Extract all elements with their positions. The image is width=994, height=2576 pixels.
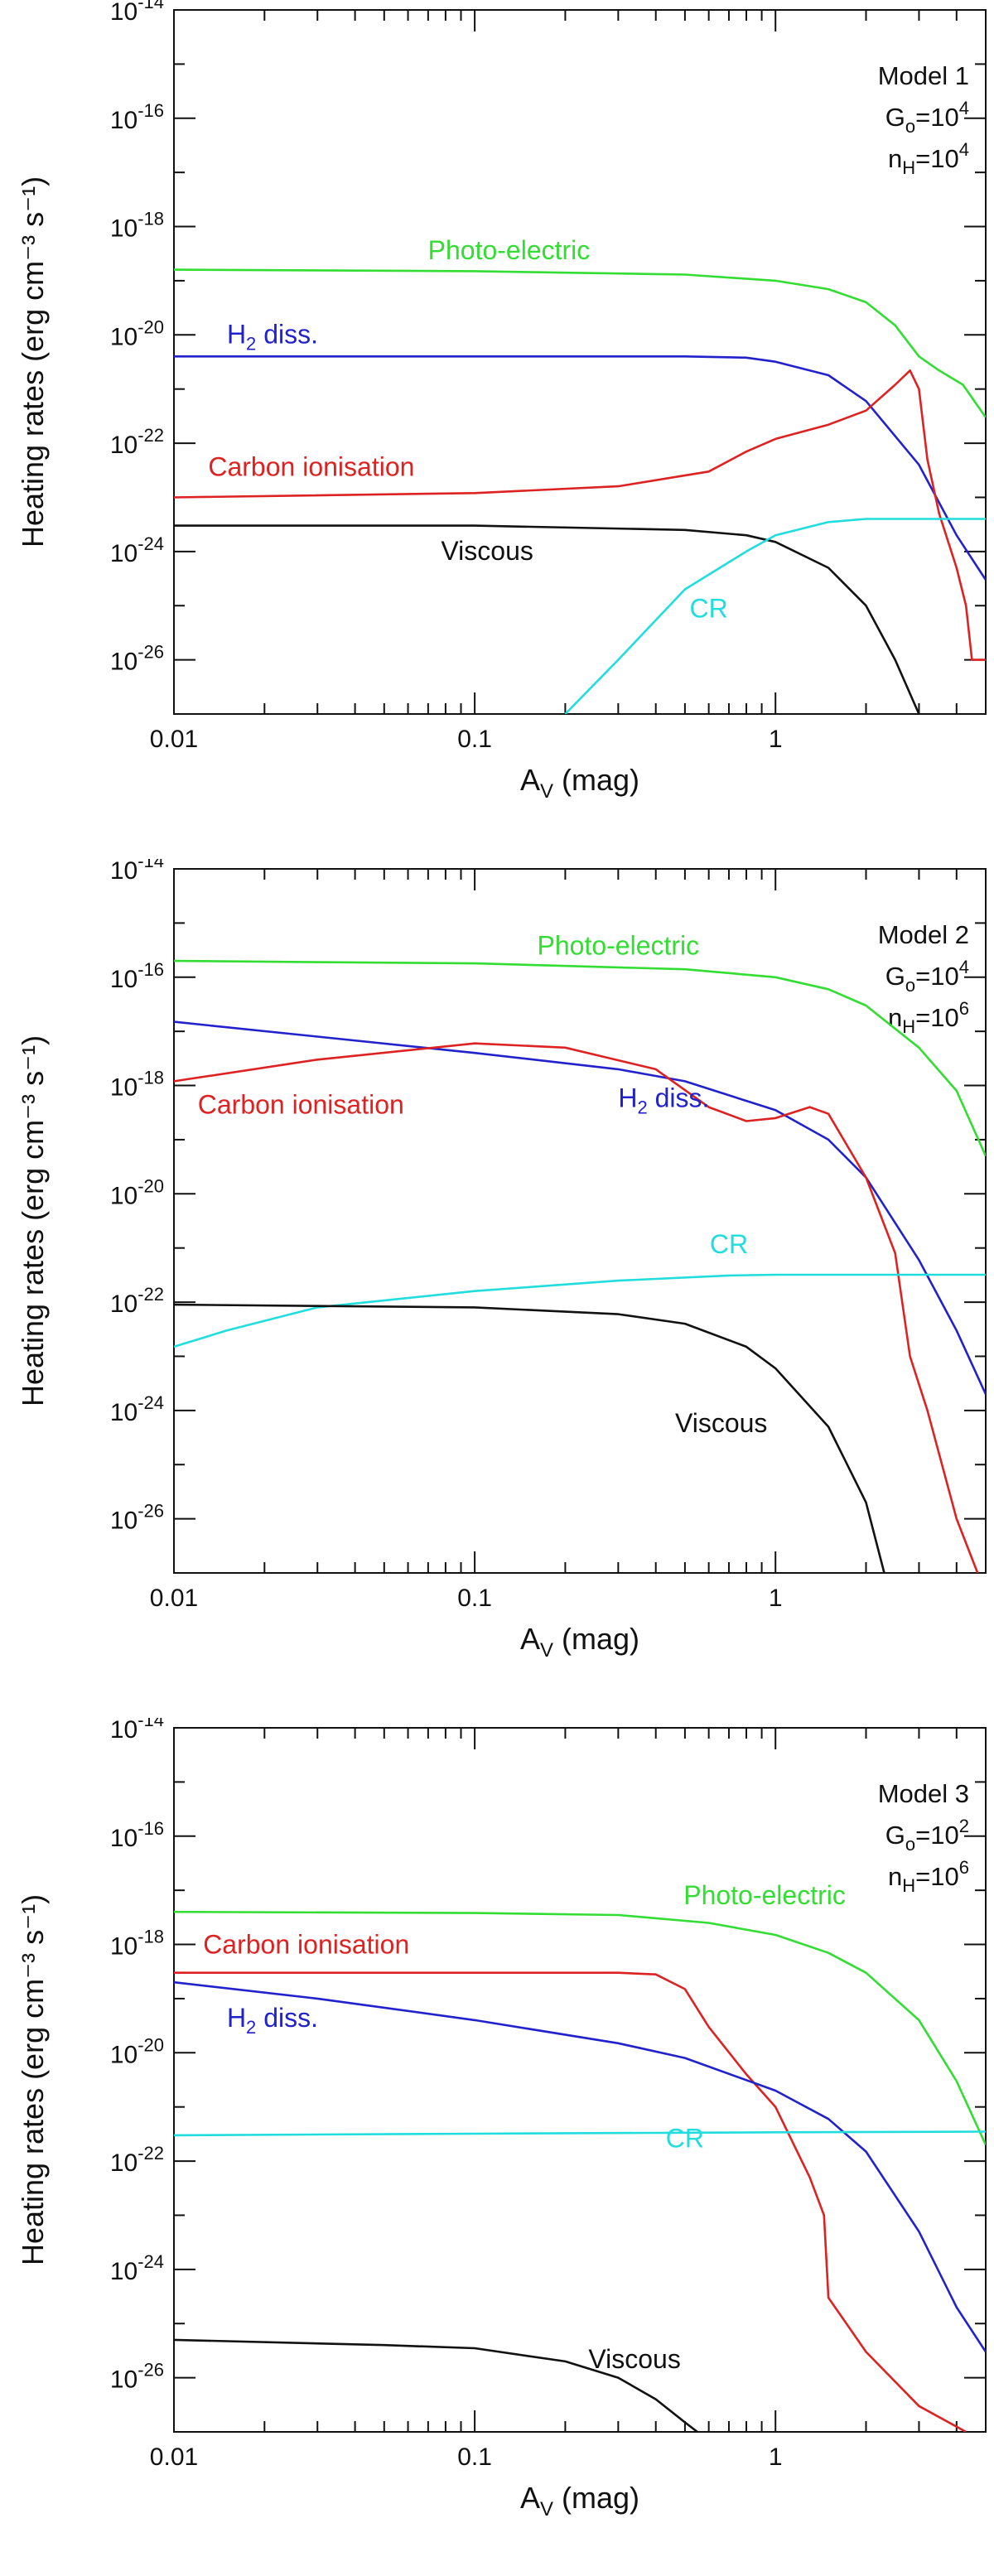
y-tick-label: 10-14	[110, 0, 164, 26]
x-tick-label: 0.01	[150, 726, 198, 753]
model-g0: Go=104	[885, 98, 969, 137]
series-line-photo-electric	[174, 1910, 986, 2145]
y-axis-label: Heating rates (erg cm⁻³ s⁻¹)	[16, 1035, 50, 1406]
series-line-viscous	[174, 524, 920, 714]
series-line-h2-diss	[174, 1020, 986, 1395]
y-tick-label: 10-18	[110, 209, 164, 243]
y-axis-label: Heating rates (erg cm⁻³ s⁻¹)	[16, 176, 50, 548]
y-tick-label: 10-26	[110, 2360, 164, 2394]
y-tick-label: 10-24	[110, 1392, 164, 1426]
series-line-viscous	[174, 1303, 885, 1573]
x-tick-label: 1	[769, 726, 783, 753]
y-ticks	[174, 1727, 986, 2433]
model-nh: nH=104	[888, 139, 969, 178]
x-ticks	[173, 869, 987, 1573]
series-label-carbon-ionisation: Carbon ionisation	[198, 1090, 404, 1120]
model-g0: Go=104	[885, 957, 969, 996]
plot-frame	[173, 1727, 987, 2433]
plot-frame	[173, 868, 987, 1574]
series-group	[174, 959, 986, 1573]
series-line-photo-electric	[174, 268, 986, 418]
x-axis-label: AV (mag)	[520, 2481, 639, 2521]
series-label-cr: CR	[690, 594, 728, 624]
y-tick-label: 10-22	[110, 2143, 164, 2177]
panel-model-1: 0.01 0.1 1 10-14 10-16 10-18 10-20 10-22 10-24 10…	[0, 0, 994, 858]
y-tick-label: 10-26	[110, 1501, 164, 1535]
y-tick-label: 10-14	[110, 1718, 164, 1744]
y-tick-label: 10-16	[110, 100, 164, 134]
x-tick-label: 1	[769, 2443, 783, 2471]
series-line-h2-diss	[174, 1980, 986, 2353]
series-line-cr	[564, 518, 986, 714]
y-ticks	[174, 868, 986, 1574]
y-tick-label: 10-20	[110, 1175, 164, 1209]
model-name: Model 2	[878, 920, 969, 949]
y-tick-label: 10-24	[110, 2251, 164, 2285]
x-tick-label: 0.1	[457, 2443, 492, 2471]
chart-svg: 0.01 0.1 1 10-14 10-16 10-18 10-20 10-22 10-24 10…	[16, 0, 987, 803]
series-label-h2-diss: H2 diss.	[227, 2003, 318, 2038]
series-label-photo-electric: Photo-electric	[428, 235, 591, 265]
x-ticks	[173, 10, 987, 714]
series-label-h2-diss: H2 diss.	[618, 1083, 709, 1118]
series-line-carbon-ionisation	[174, 1042, 979, 1573]
series-label-carbon-ionisation: Carbon ionisation	[208, 451, 414, 481]
y-tick-label: 10-22	[110, 1284, 164, 1318]
y-tick-label: 10-18	[110, 1927, 164, 1961]
y-tick-label: 10-14	[110, 859, 164, 885]
y-tick-label: 10-16	[110, 1818, 164, 1852]
y-tick-label: 10-22	[110, 425, 164, 459]
series-line-cr	[174, 2130, 986, 2137]
y-tick-label: 10-20	[110, 316, 164, 350]
model-g0: Go=102	[885, 1816, 969, 1855]
series-group	[174, 268, 986, 714]
series-line-viscous	[174, 2338, 698, 2432]
panel-model-2: 0.01 0.1 1 10-14 10-16 10-18 10-20 10-22 10-24 10…	[0, 859, 994, 1717]
y-axis-label: Heating rates (erg cm⁻³ s⁻¹)	[16, 1894, 50, 2265]
x-tick-label: 1	[769, 1585, 783, 1612]
model-nh: nH=106	[888, 998, 969, 1037]
chart-svg: 0.01 0.1 1 10-14 10-16 10-18 10-20 10-22 10-24 10…	[16, 1718, 987, 2521]
x-axis-label: AV (mag)	[520, 763, 639, 803]
series-line-carbon-ionisation	[174, 1971, 967, 2432]
x-tick-label: 0.01	[150, 2443, 198, 2471]
series-label-photo-electric: Photo-electric	[683, 1880, 846, 1910]
series-line-carbon-ionisation	[174, 369, 986, 661]
model-name: Model 3	[878, 1779, 969, 1808]
series-label-viscous: Viscous	[588, 2344, 680, 2374]
series-group	[174, 1910, 986, 2432]
plot-frame	[173, 9, 987, 715]
series-label-h2-diss: H2 diss.	[227, 319, 318, 354]
y-tick-label: 10-20	[110, 2034, 164, 2068]
y-tick-label: 10-26	[110, 642, 164, 676]
panel-model-3: 0.01 0.1 1 10-14 10-16 10-18 10-20 10-22 10-24 10…	[0, 1718, 994, 2576]
series-label-carbon-ionisation: Carbon ionisation	[203, 1929, 409, 1959]
series-line-photo-electric	[174, 959, 986, 1157]
x-tick-label: 0.01	[150, 1585, 198, 1612]
model-name: Model 1	[878, 61, 969, 90]
series-label-photo-electric: Photo-electric	[538, 931, 700, 961]
x-axis-label: AV (mag)	[520, 1622, 639, 1662]
series-label-cr: CR	[710, 1229, 748, 1259]
series-line-h2-diss	[174, 355, 986, 581]
series-label-cr: CR	[666, 2123, 704, 2153]
x-ticks	[173, 1728, 987, 2432]
series-label-viscous: Viscous	[675, 1408, 767, 1438]
y-tick-label: 10-24	[110, 533, 164, 567]
series-label-viscous: Viscous	[441, 536, 533, 566]
series-line-cr	[174, 1273, 986, 1348]
x-tick-label: 0.1	[457, 1585, 492, 1612]
x-tick-label: 0.1	[457, 726, 492, 753]
y-tick-label: 10-16	[110, 959, 164, 993]
model-nh: nH=106	[888, 1857, 969, 1896]
y-tick-label: 10-18	[110, 1068, 164, 1102]
chart-svg: 0.01 0.1 1 10-14 10-16 10-18 10-20 10-22 10-24 10…	[16, 859, 987, 1662]
y-ticks	[174, 9, 986, 715]
